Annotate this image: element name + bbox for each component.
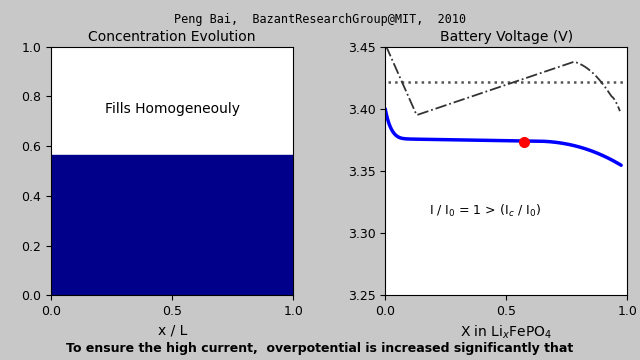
Title: Concentration Evolution: Concentration Evolution <box>88 30 256 44</box>
Title: Battery Voltage (V): Battery Voltage (V) <box>440 30 573 44</box>
Text: To ensure the high current,  overpotential is increased significantly that: To ensure the high current, overpotentia… <box>67 342 573 355</box>
Text: Fills Homogeneouly: Fills Homogeneouly <box>105 102 240 116</box>
Text: I / I$_0$ = 1 > (I$_c$ / I$_0$): I / I$_0$ = 1 > (I$_c$ / I$_0$) <box>429 203 541 219</box>
X-axis label: x / L: x / L <box>157 324 187 337</box>
Text: Peng Bai,  BazantResearchGroup@MIT,  2010: Peng Bai, BazantResearchGroup@MIT, 2010 <box>174 13 466 26</box>
X-axis label: X in Li$_x$FePO$_4$: X in Li$_x$FePO$_4$ <box>460 324 552 341</box>
